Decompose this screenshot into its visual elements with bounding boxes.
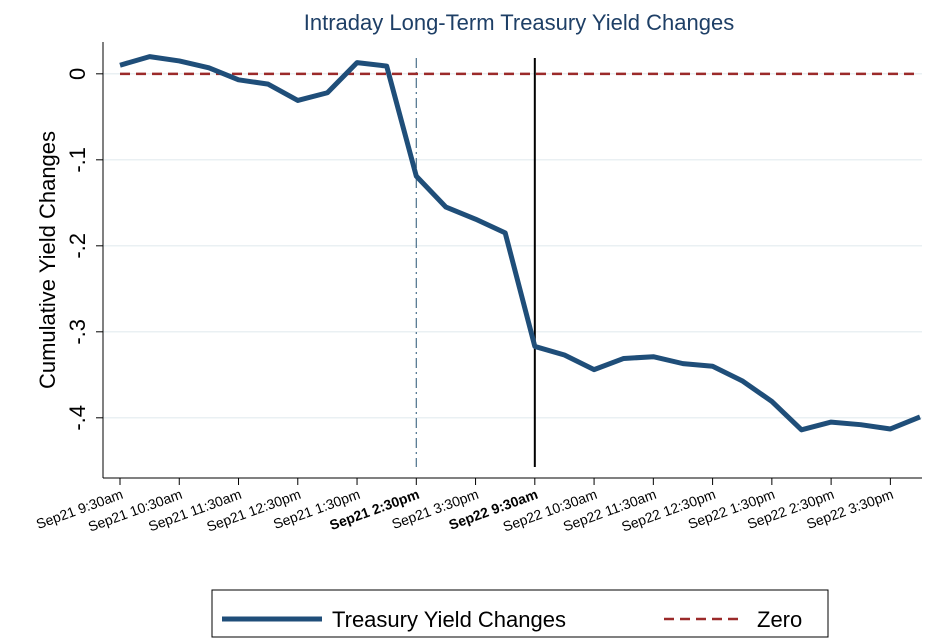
y-tick-label: -.4 <box>65 405 90 431</box>
line-series <box>119 54 921 433</box>
legend-label: Zero <box>757 607 802 632</box>
y-tick-label: 0 <box>65 68 90 80</box>
y-tick-label: -.1 <box>65 147 90 173</box>
legend-box <box>211 589 829 638</box>
y-axis-title: Cumulative Yield Changes <box>35 131 60 389</box>
y-tick-label: -.2 <box>65 233 90 259</box>
y-tick-label: -.3 <box>65 319 90 345</box>
legend-label: Treasury Yield Changes <box>332 607 566 632</box>
chart-title: Intraday Long-Term Treasury Yield Change… <box>304 10 734 35</box>
